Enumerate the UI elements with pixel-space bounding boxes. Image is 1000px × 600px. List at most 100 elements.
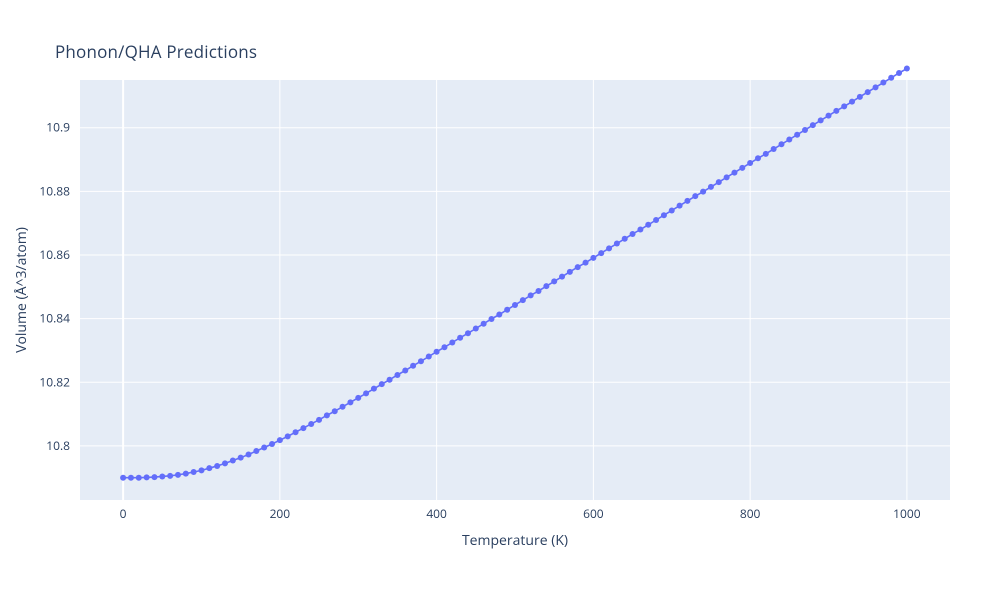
series-marker[interactable] xyxy=(590,255,596,261)
series-marker[interactable] xyxy=(794,132,800,138)
series-marker[interactable] xyxy=(496,312,502,318)
series-marker[interactable] xyxy=(402,368,408,374)
series-marker[interactable] xyxy=(340,404,346,410)
series-marker[interactable] xyxy=(833,108,839,114)
series-marker[interactable] xyxy=(575,264,581,270)
series-marker[interactable] xyxy=(394,372,400,378)
series-marker[interactable] xyxy=(786,137,792,143)
series-marker[interactable] xyxy=(324,412,330,418)
series-marker[interactable] xyxy=(778,141,784,147)
series-marker[interactable] xyxy=(708,184,714,190)
series-marker[interactable] xyxy=(810,122,816,128)
series-marker[interactable] xyxy=(692,193,698,199)
series-marker[interactable] xyxy=(567,269,573,275)
series-marker[interactable] xyxy=(841,103,847,109)
series-marker[interactable] xyxy=(536,288,542,294)
series-marker[interactable] xyxy=(826,113,832,119)
series-marker[interactable] xyxy=(285,433,291,439)
series-marker[interactable] xyxy=(645,222,651,228)
series-marker[interactable] xyxy=(622,236,628,242)
series-marker[interactable] xyxy=(598,250,604,256)
series-marker[interactable] xyxy=(473,326,479,332)
series-marker[interactable] xyxy=(191,469,197,475)
series-marker[interactable] xyxy=(379,381,385,387)
series-marker[interactable] xyxy=(716,179,722,185)
series-marker[interactable] xyxy=(896,70,902,76)
series-marker[interactable] xyxy=(512,302,518,308)
series-marker[interactable] xyxy=(606,245,612,251)
series-marker[interactable] xyxy=(120,475,126,481)
series-marker[interactable] xyxy=(747,160,753,166)
series-marker[interactable] xyxy=(520,297,526,303)
series-marker[interactable] xyxy=(857,94,863,100)
series-marker[interactable] xyxy=(183,471,189,477)
series-marker[interactable] xyxy=(434,349,440,355)
series-marker[interactable] xyxy=(363,390,369,396)
series-marker[interactable] xyxy=(253,448,259,454)
series-marker[interactable] xyxy=(308,421,314,427)
series-marker[interactable] xyxy=(637,227,643,233)
series-marker[interactable] xyxy=(230,458,236,464)
series-marker[interactable] xyxy=(888,75,894,81)
series-marker[interactable] xyxy=(238,455,244,461)
series-marker[interactable] xyxy=(528,292,534,298)
series-marker[interactable] xyxy=(198,467,204,473)
series-marker[interactable] xyxy=(677,203,683,209)
series-marker[interactable] xyxy=(669,207,675,213)
series-marker[interactable] xyxy=(175,472,181,478)
series-marker[interactable] xyxy=(222,460,228,466)
series-marker[interactable] xyxy=(300,425,306,431)
series-marker[interactable] xyxy=(261,445,267,451)
series-marker[interactable] xyxy=(347,399,353,405)
series-marker[interactable] xyxy=(700,189,706,195)
series-marker[interactable] xyxy=(802,127,808,133)
series-marker[interactable] xyxy=(614,241,620,247)
series-marker[interactable] xyxy=(418,358,424,364)
series-marker[interactable] xyxy=(293,429,299,435)
series-marker[interactable] xyxy=(763,151,769,157)
series-marker[interactable] xyxy=(387,377,393,383)
series-marker[interactable] xyxy=(465,330,471,336)
series-marker[interactable] xyxy=(724,174,730,180)
series-marker[interactable] xyxy=(865,89,871,95)
series-marker[interactable] xyxy=(128,475,134,481)
series-marker[interactable] xyxy=(441,344,447,350)
series-marker[interactable] xyxy=(771,146,777,152)
series-marker[interactable] xyxy=(246,452,252,458)
series-marker[interactable] xyxy=(543,283,549,289)
series-marker[interactable] xyxy=(167,473,173,479)
series-marker[interactable] xyxy=(136,475,142,481)
series-marker[interactable] xyxy=(457,335,463,341)
series-marker[interactable] xyxy=(880,80,886,86)
series-marker[interactable] xyxy=(755,155,761,161)
series-marker[interactable] xyxy=(151,474,157,480)
series-marker[interactable] xyxy=(849,99,855,105)
series-marker[interactable] xyxy=(559,274,565,280)
series-marker[interactable] xyxy=(269,441,275,447)
series-marker[interactable] xyxy=(904,66,910,72)
series-marker[interactable] xyxy=(739,165,745,171)
series-marker[interactable] xyxy=(410,363,416,369)
series-marker[interactable] xyxy=(426,354,432,360)
series-marker[interactable] xyxy=(731,170,737,176)
series-marker[interactable] xyxy=(316,417,322,423)
series-marker[interactable] xyxy=(332,408,338,414)
series-marker[interactable] xyxy=(144,474,150,480)
series-marker[interactable] xyxy=(159,473,165,479)
series-marker[interactable] xyxy=(873,84,879,90)
series-marker[interactable] xyxy=(488,316,494,322)
series-marker[interactable] xyxy=(583,260,589,266)
series-marker[interactable] xyxy=(653,217,659,223)
series-marker[interactable] xyxy=(355,395,361,401)
series-marker[interactable] xyxy=(551,278,557,284)
series-marker[interactable] xyxy=(206,465,212,471)
series-marker[interactable] xyxy=(661,212,667,218)
series-marker[interactable] xyxy=(630,231,636,237)
series-marker[interactable] xyxy=(504,307,510,313)
series-marker[interactable] xyxy=(371,386,377,392)
plot-background[interactable] xyxy=(80,80,950,500)
series-marker[interactable] xyxy=(277,437,283,443)
series-marker[interactable] xyxy=(684,198,690,204)
series-marker[interactable] xyxy=(481,321,487,327)
series-marker[interactable] xyxy=(818,117,824,123)
